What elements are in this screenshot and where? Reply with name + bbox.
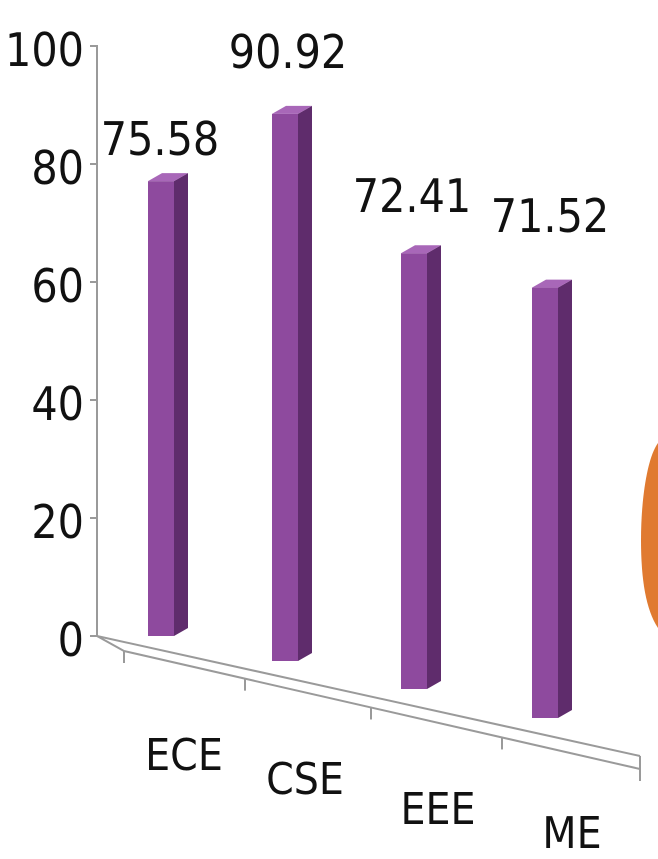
bar-eee-top [401,245,441,254]
axes [96,45,641,770]
category-ticks [123,651,641,781]
bars [148,105,572,718]
data-label-me: 71.52 [491,189,609,243]
y-tick-100: 100 [5,23,84,77]
y-tick-60: 60 [31,259,84,313]
y-tick-80: 80 [31,141,84,195]
bar-me-front [532,287,558,718]
bar-eee-side [427,245,441,689]
bar-cse-side [298,105,312,661]
bar-ece [148,173,188,637]
bar-ece-top [148,173,188,182]
y-tick-0: 0 [58,613,84,667]
bar-cse [272,105,312,661]
data-labels: 75.58 90.92 72.41 71.52 [101,25,609,243]
category-labels: ECE CSE EEE ME [145,730,601,859]
y-tick-40: 40 [31,377,84,431]
data-label-eee: 72.41 [353,169,471,223]
category-label-ece: ECE [145,730,223,781]
bar-me-top [532,279,572,288]
data-label-ece: 75.58 [101,112,219,166]
bar-cse-front [272,113,298,661]
data-label-cse: 90.92 [229,25,347,79]
category-label-me: ME [542,808,601,859]
bar-me-side [558,279,572,718]
category-label-cse: CSE [266,754,344,805]
decorative-orange-shape [641,443,658,628]
y-tick-labels: 0 20 40 60 80 100 [5,23,84,667]
bar-eee-front [401,253,427,689]
floor-front-edge [123,650,641,770]
y-tick-20: 20 [31,495,84,549]
bar-ece-front [148,181,174,637]
bar-eee [401,245,441,689]
floor-left-edge [96,635,125,652]
bar-ece-side [174,173,188,637]
floor-back-edge [96,635,641,757]
category-label-eee: EEE [400,784,475,835]
bar-me [532,279,572,718]
y-tick-marks [90,45,97,637]
bar-cse-top [272,105,312,114]
